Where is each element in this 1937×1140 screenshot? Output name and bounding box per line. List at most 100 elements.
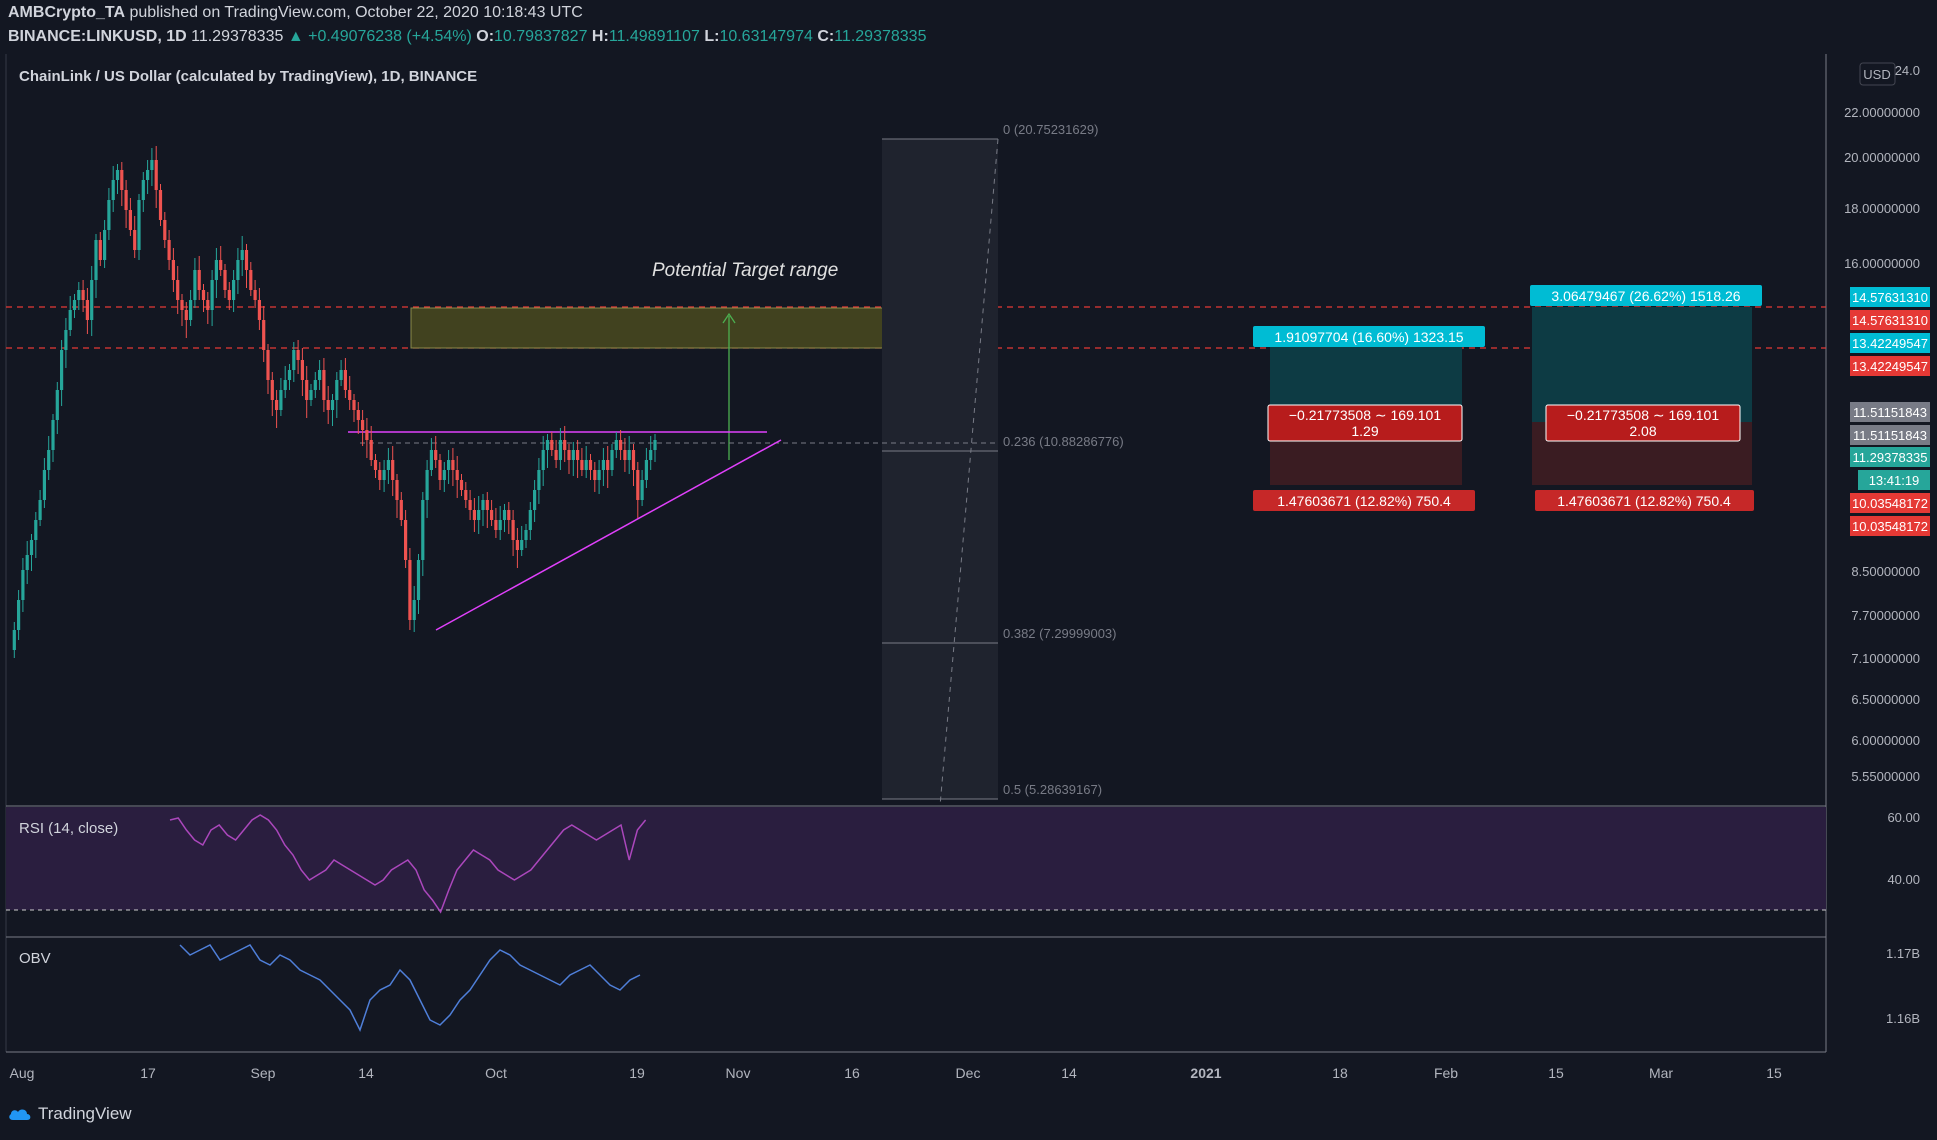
long-position-1[interactable]: 1.91097704 (16.60%) 1323.15 −0.21773508 … <box>1253 326 1485 511</box>
candle-body[interactable] <box>343 370 347 390</box>
rsi-line[interactable] <box>169 814 647 914</box>
candle-body[interactable] <box>141 180 145 200</box>
candle-body[interactable] <box>309 390 313 400</box>
candle-body[interactable] <box>193 270 197 300</box>
candle-body[interactable] <box>507 510 511 520</box>
position-1-target-zone[interactable] <box>1270 347 1462 411</box>
candle-body[interactable] <box>627 450 631 460</box>
candle-body[interactable] <box>128 210 132 230</box>
candle-body[interactable] <box>107 200 111 230</box>
symbol-label[interactable]: BINANCE:LINKUSD, 1D <box>8 28 187 45</box>
candle-body[interactable] <box>386 460 390 470</box>
candle-body[interactable] <box>236 260 240 280</box>
candle-body[interactable] <box>94 240 98 280</box>
candle-body[interactable] <box>81 290 85 300</box>
candle-body[interactable] <box>399 500 403 520</box>
author-name[interactable]: AMBCrypto_TA <box>8 4 126 21</box>
candle-body[interactable] <box>481 500 485 510</box>
candle-body[interactable] <box>361 420 365 430</box>
candle-body[interactable] <box>98 240 102 260</box>
chart-area[interactable]: ChainLink / US Dollar (calculated by Tra… <box>0 54 1937 1135</box>
candle-body[interactable] <box>477 510 481 520</box>
candle-body[interactable] <box>249 270 253 290</box>
candle-body[interactable] <box>42 470 46 500</box>
candle-body[interactable] <box>365 430 369 440</box>
candle-body[interactable] <box>373 460 378 470</box>
obv-legend[interactable]: OBV <box>19 950 51 967</box>
candle-body[interactable] <box>232 280 236 300</box>
candle-body[interactable] <box>541 450 545 470</box>
candle-body[interactable] <box>210 280 214 310</box>
target-range-box[interactable] <box>410 307 899 349</box>
candle-body[interactable] <box>137 200 141 250</box>
position-2-mid-box[interactable] <box>1545 404 1741 442</box>
candle-body[interactable] <box>515 540 519 550</box>
candle-body[interactable] <box>614 440 618 450</box>
candle-body[interactable] <box>537 470 541 490</box>
candle-body[interactable] <box>391 460 395 480</box>
candle-body[interactable] <box>189 300 193 320</box>
candle-body[interactable] <box>640 480 644 500</box>
candle-body[interactable] <box>72 300 77 310</box>
candle-body[interactable] <box>29 540 34 555</box>
candle-body[interactable] <box>610 450 614 470</box>
candle-body[interactable] <box>434 450 438 460</box>
candle-body[interactable] <box>180 300 184 310</box>
candle-body[interactable] <box>60 350 64 390</box>
candle-body[interactable] <box>425 470 429 500</box>
candle-body[interactable] <box>580 460 584 470</box>
candle-body[interactable] <box>176 280 180 300</box>
position-2-target-box[interactable] <box>1530 285 1762 306</box>
candle-body[interactable] <box>619 440 623 450</box>
candle-body[interactable] <box>64 330 68 350</box>
candle-body[interactable] <box>511 520 515 540</box>
candle-body[interactable] <box>240 250 244 260</box>
candle-body[interactable] <box>227 290 231 300</box>
candle-body[interactable] <box>201 290 206 300</box>
candle-body[interactable] <box>563 440 567 450</box>
candle-body[interactable] <box>146 170 150 180</box>
candle-body[interactable] <box>253 290 257 300</box>
candle-body[interactable] <box>588 460 593 470</box>
long-position-2[interactable]: 3.06479467 (26.62%) 1518.26 −0.21773508 … <box>1530 285 1762 511</box>
candle-body[interactable] <box>442 470 446 480</box>
candle-body[interactable] <box>313 380 317 390</box>
candle-body[interactable] <box>270 380 274 400</box>
position-2-target-zone[interactable] <box>1532 307 1752 422</box>
candle-body[interactable] <box>464 490 468 500</box>
candle-body[interactable] <box>593 470 597 480</box>
candlestick-series[interactable] <box>12 146 657 658</box>
candle-body[interactable] <box>90 280 94 320</box>
chart-canvas[interactable]: ChainLink / US Dollar (calculated by Tra… <box>0 54 1937 1135</box>
candle-body[interactable] <box>649 450 653 460</box>
candle-body[interactable] <box>348 390 352 400</box>
candle-body[interactable] <box>51 420 55 450</box>
candle-body[interactable] <box>606 460 610 470</box>
candle-body[interactable] <box>163 220 167 240</box>
candle-body[interactable] <box>197 270 201 290</box>
candle-body[interactable] <box>352 400 356 410</box>
candle-body[interactable] <box>55 390 59 420</box>
candle-body[interactable] <box>631 450 636 470</box>
candle-body[interactable] <box>287 370 292 380</box>
candle-body[interactable] <box>356 410 360 420</box>
candle-body[interactable] <box>25 555 29 570</box>
candle-body[interactable] <box>550 440 554 450</box>
candle-body[interactable] <box>326 400 330 410</box>
candle-body[interactable] <box>636 470 640 500</box>
candle-body[interactable] <box>455 470 459 480</box>
candle-body[interactable] <box>111 180 115 200</box>
position-1-target-box[interactable] <box>1253 326 1485 347</box>
candle-body[interactable] <box>412 600 416 620</box>
position-1-stop-box[interactable] <box>1253 490 1475 511</box>
candle-body[interactable] <box>12 630 16 650</box>
candle-body[interactable] <box>17 600 21 630</box>
position-2-stop-box[interactable] <box>1535 490 1754 511</box>
candle-body[interactable] <box>322 370 326 400</box>
candle-body[interactable] <box>223 270 227 290</box>
candle-body[interactable] <box>150 160 154 170</box>
candle-body[interactable] <box>653 440 657 450</box>
candle-body[interactable] <box>339 370 343 380</box>
candle-body[interactable] <box>438 460 442 480</box>
tradingview-brand[interactable]: TradingView <box>8 1104 132 1124</box>
